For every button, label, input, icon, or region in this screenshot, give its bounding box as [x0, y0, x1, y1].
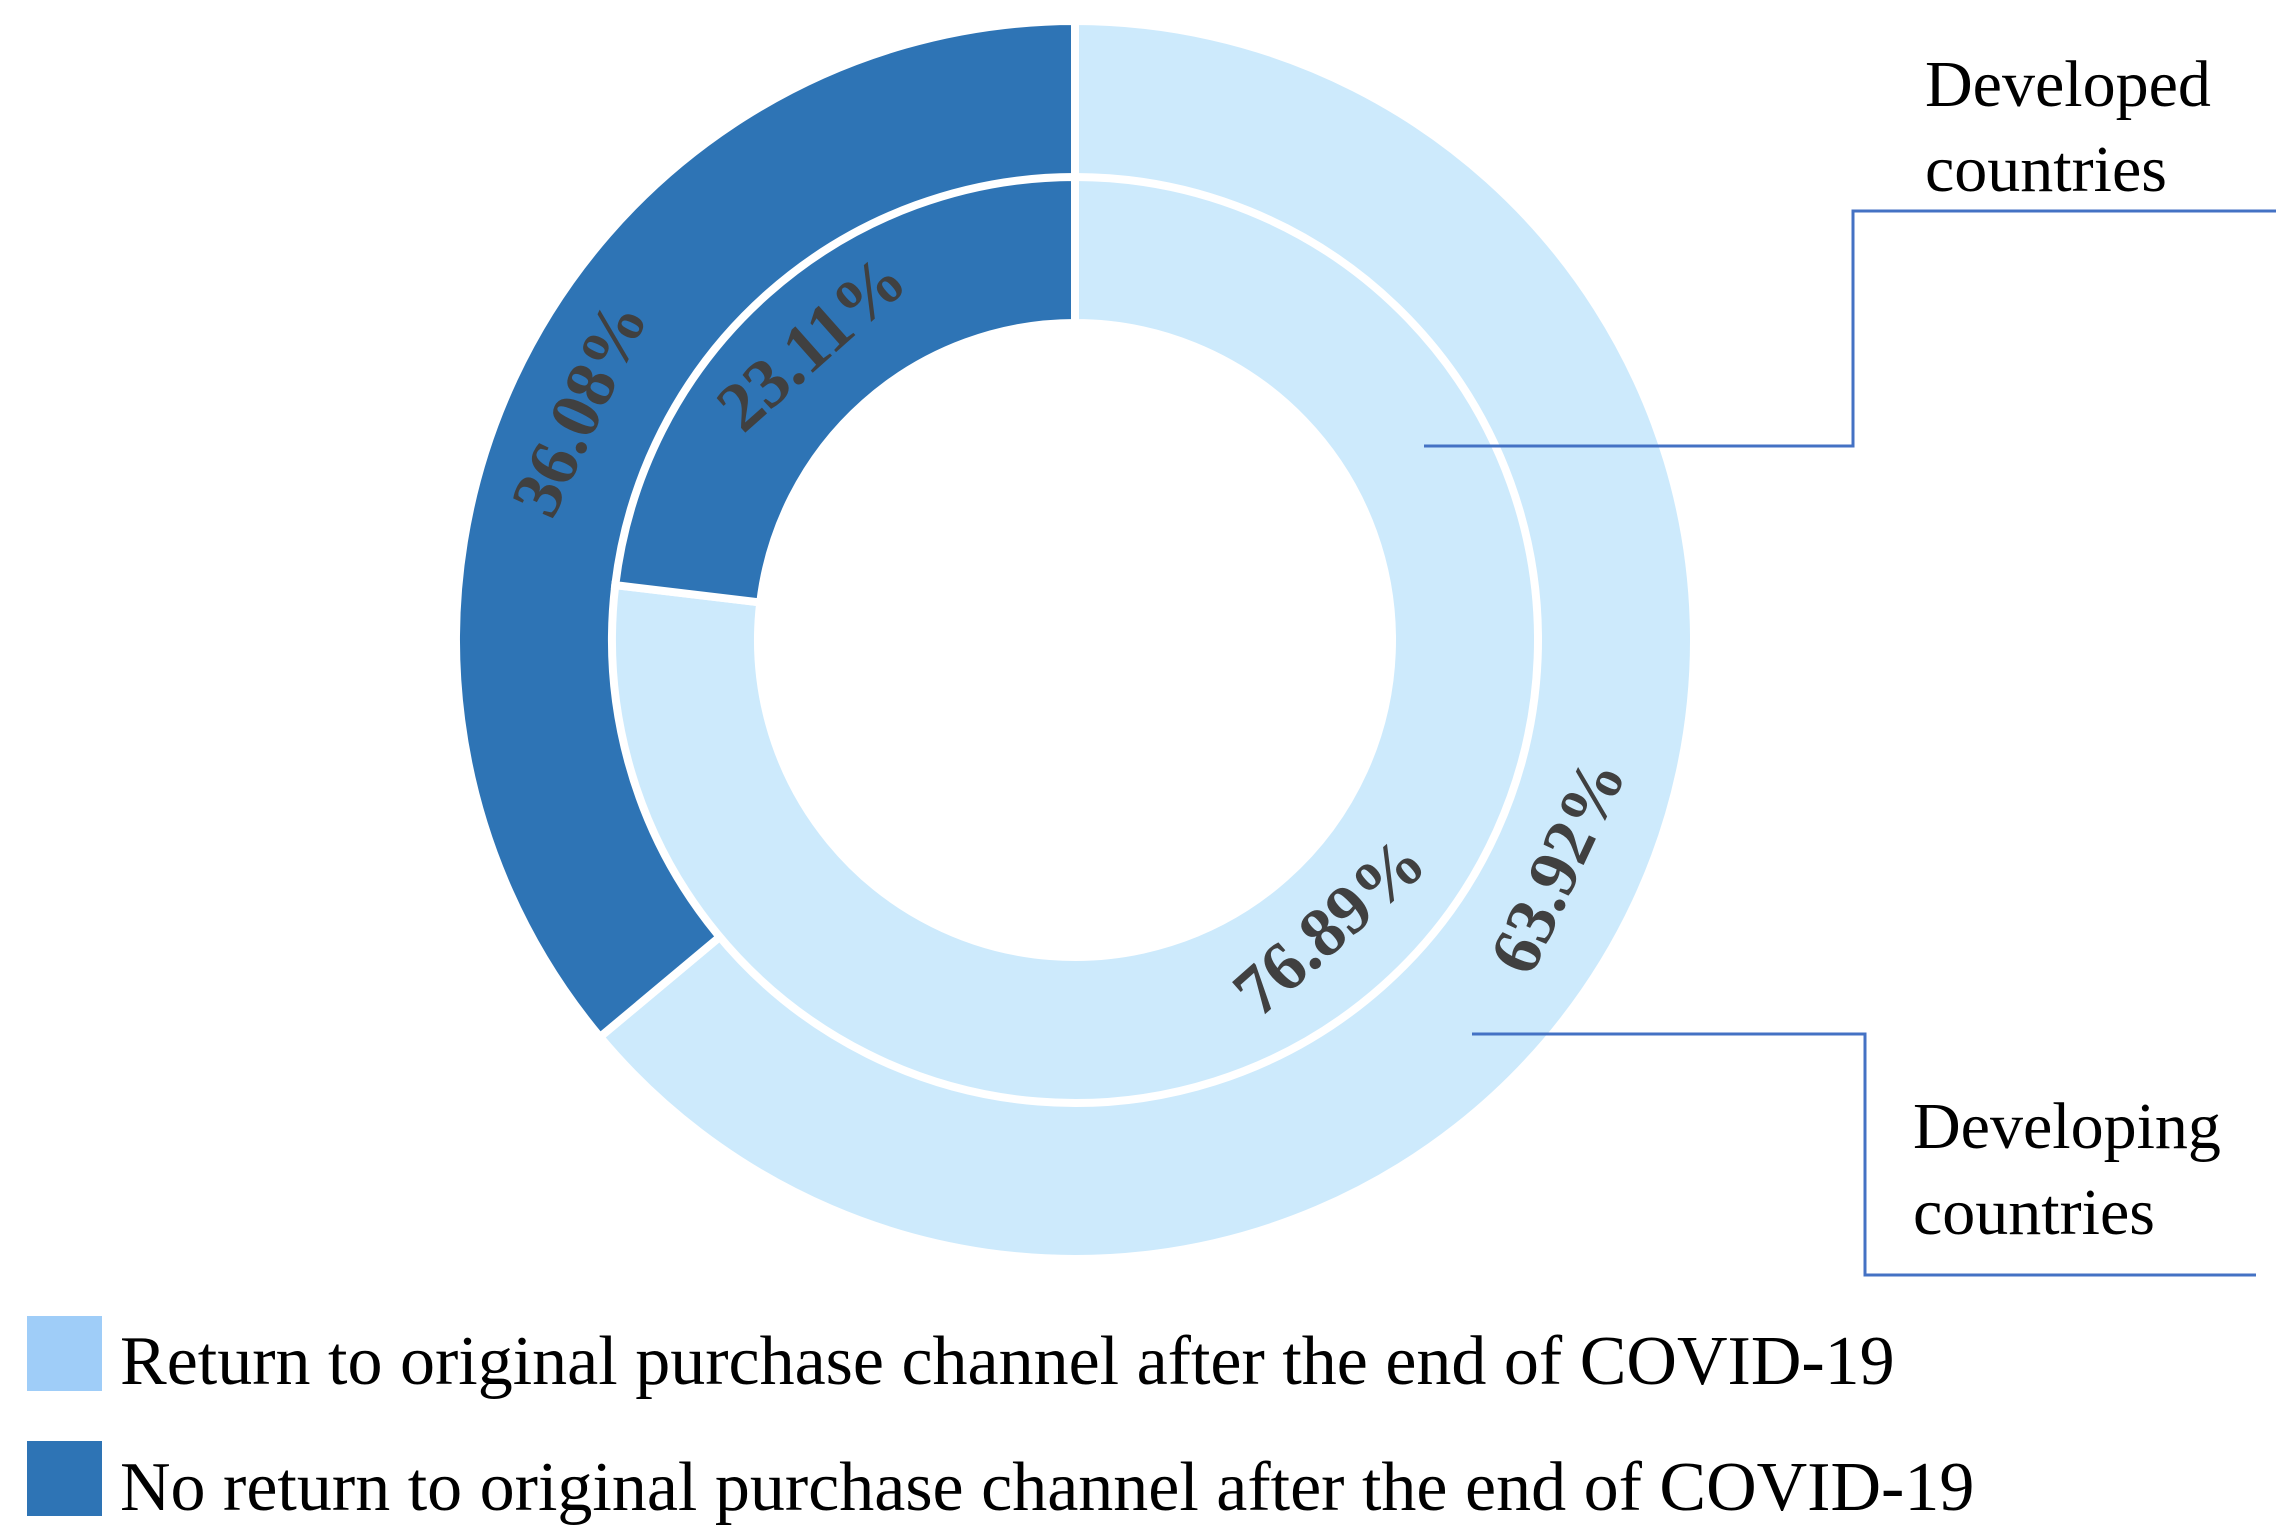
legend-label-return: Return to original purchase channel afte…: [120, 1323, 1895, 1400]
inner-ring-slice-return: [608, 172, 1542, 1107]
inner-ring-slice-no-return: [610, 172, 1079, 607]
legend-swatch-return: [27, 1316, 102, 1391]
callout-label-developed-line1: Developed: [1925, 48, 2211, 121]
callout-label-developed-line2: countries: [1925, 133, 2167, 206]
callout-line-developing: [1472, 1032, 2256, 1277]
callout-line-developed: [1424, 209, 2276, 448]
legend-label-no-return: No return to original purchase channel a…: [120, 1449, 1974, 1526]
callout-label-developing-line2: countries: [1913, 1176, 2155, 1249]
legend-swatch-no-return: [27, 1441, 102, 1516]
callout-label-developing-line1: Developing: [1913, 1090, 2221, 1163]
callout-label-developed: Developed countries: [1925, 48, 2227, 206]
legend: Return to original purchase channel afte…: [27, 1316, 1974, 1526]
donut-slices: [452, 16, 1698, 1263]
callout-label-developing: Developing countries: [1913, 1090, 2237, 1249]
